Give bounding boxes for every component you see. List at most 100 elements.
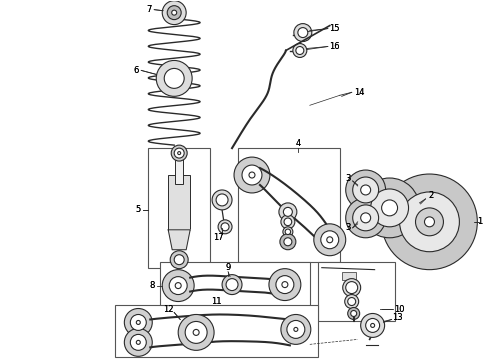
- Circle shape: [283, 207, 293, 216]
- Text: 12: 12: [163, 305, 173, 314]
- Circle shape: [281, 215, 295, 229]
- Text: 6: 6: [134, 66, 139, 75]
- Circle shape: [291, 324, 301, 334]
- Text: 3: 3: [345, 174, 350, 183]
- Text: 4: 4: [295, 139, 300, 148]
- Circle shape: [287, 320, 305, 338]
- Circle shape: [284, 218, 292, 226]
- Circle shape: [294, 328, 298, 332]
- Circle shape: [321, 231, 339, 249]
- Circle shape: [382, 174, 477, 270]
- Circle shape: [357, 181, 375, 199]
- Circle shape: [212, 190, 232, 210]
- Circle shape: [242, 165, 262, 185]
- Circle shape: [408, 200, 451, 244]
- Text: 16: 16: [329, 42, 340, 51]
- Circle shape: [169, 276, 187, 294]
- Circle shape: [174, 148, 184, 158]
- Circle shape: [133, 318, 143, 328]
- Circle shape: [156, 60, 192, 96]
- Circle shape: [283, 227, 293, 237]
- Circle shape: [222, 275, 242, 294]
- Circle shape: [348, 307, 360, 319]
- Circle shape: [279, 279, 291, 291]
- Text: 14: 14: [354, 88, 365, 97]
- Circle shape: [185, 321, 207, 343]
- Circle shape: [249, 172, 255, 178]
- Text: 16: 16: [329, 42, 340, 51]
- Circle shape: [416, 208, 443, 236]
- Circle shape: [361, 185, 370, 195]
- Circle shape: [221, 223, 229, 231]
- Circle shape: [174, 255, 184, 265]
- Circle shape: [130, 334, 147, 350]
- Circle shape: [346, 170, 386, 210]
- Text: 15: 15: [329, 24, 340, 33]
- Circle shape: [234, 157, 270, 193]
- Circle shape: [294, 24, 312, 41]
- Bar: [115, 305, 318, 357]
- Bar: [238, 148, 340, 262]
- Circle shape: [361, 314, 385, 337]
- Circle shape: [172, 10, 177, 15]
- Text: 10: 10: [394, 305, 405, 314]
- Circle shape: [133, 337, 143, 347]
- Text: 13: 13: [392, 313, 403, 322]
- Circle shape: [296, 46, 304, 54]
- Text: 17: 17: [213, 233, 223, 242]
- Text: 11: 11: [211, 297, 221, 306]
- Circle shape: [293, 44, 307, 58]
- Circle shape: [226, 279, 238, 291]
- Circle shape: [280, 234, 296, 250]
- Circle shape: [345, 294, 359, 309]
- Circle shape: [189, 325, 203, 339]
- Circle shape: [353, 177, 379, 203]
- Circle shape: [172, 280, 184, 292]
- Circle shape: [178, 315, 214, 350]
- Circle shape: [284, 238, 292, 246]
- Circle shape: [346, 282, 358, 293]
- Text: 9: 9: [225, 263, 231, 272]
- Circle shape: [399, 192, 460, 252]
- Text: 14: 14: [354, 88, 365, 97]
- Circle shape: [360, 178, 419, 238]
- Circle shape: [327, 237, 333, 243]
- Bar: [342, 272, 356, 280]
- Circle shape: [324, 234, 336, 246]
- Circle shape: [285, 229, 291, 234]
- Circle shape: [376, 194, 404, 222]
- Circle shape: [370, 323, 375, 328]
- Circle shape: [276, 276, 294, 293]
- Text: 3: 3: [345, 223, 350, 232]
- Circle shape: [366, 319, 380, 332]
- Circle shape: [136, 320, 140, 324]
- Bar: [318, 262, 394, 321]
- Text: 4: 4: [295, 139, 300, 148]
- Text: 3: 3: [345, 174, 350, 183]
- Bar: [168, 175, 190, 230]
- Circle shape: [357, 209, 375, 227]
- Text: 1: 1: [477, 217, 482, 226]
- Circle shape: [216, 194, 228, 206]
- Circle shape: [353, 205, 379, 231]
- Circle shape: [343, 279, 361, 297]
- Text: 8: 8: [149, 281, 155, 290]
- Text: 12: 12: [163, 305, 173, 314]
- Text: 7: 7: [147, 5, 152, 14]
- Circle shape: [169, 8, 179, 18]
- Text: 17: 17: [213, 233, 223, 242]
- Text: 1: 1: [477, 217, 482, 226]
- Text: 15: 15: [329, 24, 340, 33]
- Text: 7: 7: [147, 5, 152, 14]
- Circle shape: [424, 217, 435, 227]
- Circle shape: [164, 68, 184, 88]
- Text: 2: 2: [429, 192, 434, 201]
- Circle shape: [162, 270, 194, 302]
- Text: 6: 6: [134, 66, 139, 75]
- Circle shape: [346, 198, 386, 238]
- Circle shape: [348, 298, 356, 306]
- Text: 5: 5: [136, 206, 141, 215]
- Text: 2: 2: [429, 192, 434, 201]
- Circle shape: [171, 145, 187, 161]
- Bar: [148, 148, 210, 268]
